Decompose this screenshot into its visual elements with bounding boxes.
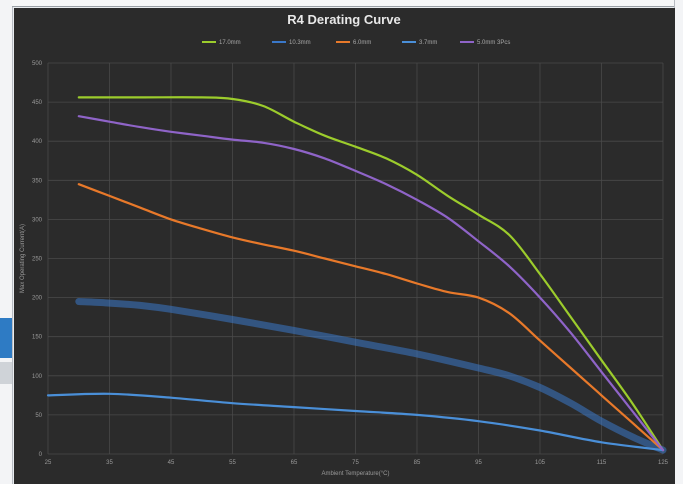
y-tick-label: 500: [32, 61, 43, 67]
x-tick-label: 45: [168, 460, 175, 466]
series-line-2: [75, 298, 667, 454]
series-line-4: [46, 392, 665, 452]
selected-tab-marker: [0, 318, 12, 358]
top-window-edge: [12, 0, 683, 7]
x-axis-ticks: 25 35 45 55 65 75 85 95 105 115 125: [45, 460, 669, 466]
x-tick-label: 35: [106, 460, 113, 466]
x-tick-label: 95: [475, 460, 482, 466]
legend-entry: 6.0mm: [353, 40, 371, 46]
derating-chart: R4 Derating Curve 17.0mm 10.3mm 6.0mm 3.7mm…: [20, 12, 669, 477]
series-line-3: [77, 183, 665, 452]
y-axis-label: Max Operating Current(A): [20, 224, 26, 293]
legend-entry: 10.3mm: [289, 40, 311, 46]
chart-panel[interactable]: R4 Derating Curve 17.0mm 10.3mm 6.0mm 3.7mm…: [14, 8, 675, 484]
y-tick-label: 450: [32, 100, 43, 106]
legend: 17.0mm 10.3mm 6.0mm 3.7mm 5.0mm 3Pcs: [202, 40, 510, 46]
x-tick-label: 55: [229, 460, 236, 466]
legend-entry: 5.0mm 3Pcs: [477, 40, 510, 46]
x-axis-label: Ambient Temperature(°C): [322, 471, 390, 477]
y-tick-label: 200: [32, 296, 43, 302]
y-tick-label: 50: [35, 413, 42, 419]
series-line-1: [77, 96, 665, 452]
legend-entry: 3.7mm: [419, 40, 437, 46]
x-tick-label: 65: [291, 460, 298, 466]
y-tick-label: 400: [32, 139, 43, 145]
left-window-strip: [0, 0, 13, 484]
x-tick-label: 25: [45, 460, 52, 466]
y-tick-label: 100: [32, 374, 43, 380]
tab-marker: [0, 362, 12, 384]
y-tick-label: 250: [32, 257, 43, 263]
chart-title: R4 Derating Curve: [287, 12, 400, 27]
x-tick-label: 75: [352, 460, 359, 466]
series-line-5: [77, 115, 665, 452]
x-tick-label: 115: [597, 460, 607, 466]
y-tick-label: 150: [32, 335, 43, 341]
legend-entry: 17.0mm: [219, 40, 241, 46]
x-tick-label: 125: [658, 460, 669, 466]
y-tick-label: 350: [32, 178, 43, 184]
x-tick-label: 85: [414, 460, 421, 466]
right-window-strip: [674, 0, 683, 484]
y-axis-ticks: 0 50 100 150 200 250 300 350 400 450 500: [32, 61, 43, 458]
grid: [47, 62, 664, 455]
x-tick-label: 105: [535, 460, 546, 466]
series-lines: [46, 96, 667, 454]
y-tick-label: 300: [32, 217, 43, 223]
y-tick-label: 0: [39, 452, 43, 458]
